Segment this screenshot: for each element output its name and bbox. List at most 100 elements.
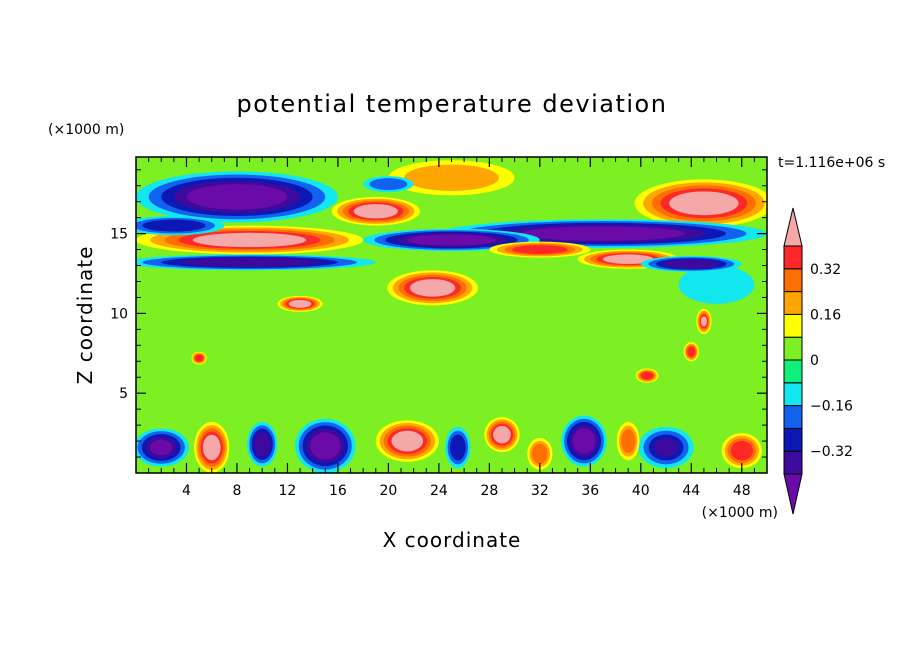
contour-feature	[683, 342, 699, 362]
contour-band	[256, 435, 269, 454]
x-unit-label: (×1000 m)	[702, 505, 778, 521]
x-tick-label: 20	[379, 483, 397, 499]
y-tick-label: 15	[110, 227, 128, 243]
contour-band	[199, 259, 301, 266]
contour-feature	[247, 421, 278, 467]
colorbar-box	[783, 427, 803, 452]
x-tick-label: 8	[232, 483, 241, 499]
colorbar-tick-label: 0.32	[810, 262, 841, 278]
x-tick-label: 12	[279, 483, 297, 499]
contour-band	[642, 372, 652, 379]
contour-band	[196, 355, 203, 361]
colorbar-box	[783, 313, 803, 338]
contour-feature	[388, 160, 515, 196]
contour-feature	[489, 241, 591, 258]
contour-band	[224, 361, 402, 400]
contour-feature	[638, 426, 694, 469]
contour-feature	[191, 351, 207, 365]
contour-band	[359, 205, 393, 217]
contour-band	[519, 246, 561, 253]
colorbar-box	[783, 450, 803, 475]
contour-band	[688, 347, 695, 356]
contour-feature	[577, 249, 679, 269]
contour-band	[541, 228, 665, 239]
y-axis-label: Z coordinate	[73, 246, 97, 385]
contour-band	[313, 435, 337, 457]
x-tick-label: 44	[682, 483, 700, 499]
contour-feature	[635, 368, 659, 383]
contour-feature	[224, 361, 402, 400]
contour-band	[206, 234, 293, 246]
contour-band	[671, 260, 712, 268]
contour-feature	[363, 228, 540, 252]
x-tick-label: 24	[430, 483, 448, 499]
contour-band	[395, 433, 420, 449]
contour-feature	[375, 420, 439, 462]
contour-band	[575, 431, 593, 451]
contour-band	[452, 438, 464, 457]
colorbar-tick-label: 0	[810, 353, 819, 369]
x-tick-label: 16	[329, 483, 347, 499]
colorbar-box	[783, 336, 803, 361]
contour-band	[291, 300, 309, 307]
y-unit-label: (×1000 m)	[48, 122, 124, 138]
colorbar-min-triangle	[783, 473, 803, 515]
y-tick-label: 10	[110, 306, 128, 322]
contour-feature	[173, 281, 301, 308]
contour-band	[415, 281, 450, 295]
x-tick-label: 48	[733, 483, 751, 499]
contour-band	[653, 438, 679, 457]
colorbar-tick-label: 0.16	[810, 307, 841, 323]
contour-feature	[295, 418, 356, 473]
contour-band	[692, 272, 741, 297]
contour-band	[495, 428, 509, 442]
contour-feature	[616, 421, 640, 461]
x-tick-label: 32	[531, 483, 549, 499]
contour-feature	[387, 270, 479, 306]
contour-field	[136, 157, 767, 473]
colorbar-box	[783, 359, 803, 384]
contour-feature	[136, 428, 189, 467]
colorbar-box	[783, 291, 803, 315]
x-axis-label: X coordinate	[383, 528, 522, 552]
contour-band	[199, 187, 275, 207]
colorbar-box	[783, 382, 803, 407]
contour-feature	[721, 433, 762, 469]
contour-band	[733, 443, 750, 458]
contour-feature	[634, 179, 767, 228]
contour-feature	[678, 265, 755, 304]
contour-feature	[136, 171, 338, 223]
colorbar-box	[783, 405, 803, 429]
y-tick-label: 5	[119, 386, 128, 402]
x-tick-label: 36	[581, 483, 599, 499]
contour-feature	[484, 417, 520, 453]
contour-band	[418, 235, 485, 245]
contour-band	[677, 194, 730, 213]
contour-band	[623, 432, 634, 450]
time-label: t=1.116e+06 s	[778, 155, 885, 171]
colorbar-box	[783, 268, 803, 293]
contour-feature	[527, 437, 553, 470]
contour-band	[534, 446, 546, 461]
contour-feature	[277, 295, 323, 312]
contour-band	[205, 437, 219, 458]
contour-feature	[136, 216, 225, 236]
contour-band	[514, 295, 667, 344]
contour-feature	[640, 255, 742, 272]
contour-feature	[561, 415, 607, 467]
colorbar-tick-label: −0.16	[810, 399, 853, 415]
x-tick-label: 4	[182, 483, 191, 499]
contour-band	[151, 221, 196, 230]
contour-feature	[514, 295, 667, 344]
contour-band	[609, 255, 648, 263]
colorbar-tick-label: −0.32	[810, 444, 853, 460]
contour-band	[150, 439, 173, 456]
colorbar-box	[783, 245, 803, 270]
contour-band	[700, 316, 707, 327]
x-tick-label: 40	[632, 483, 650, 499]
contour-feature	[331, 196, 420, 226]
contour-band	[419, 168, 484, 187]
